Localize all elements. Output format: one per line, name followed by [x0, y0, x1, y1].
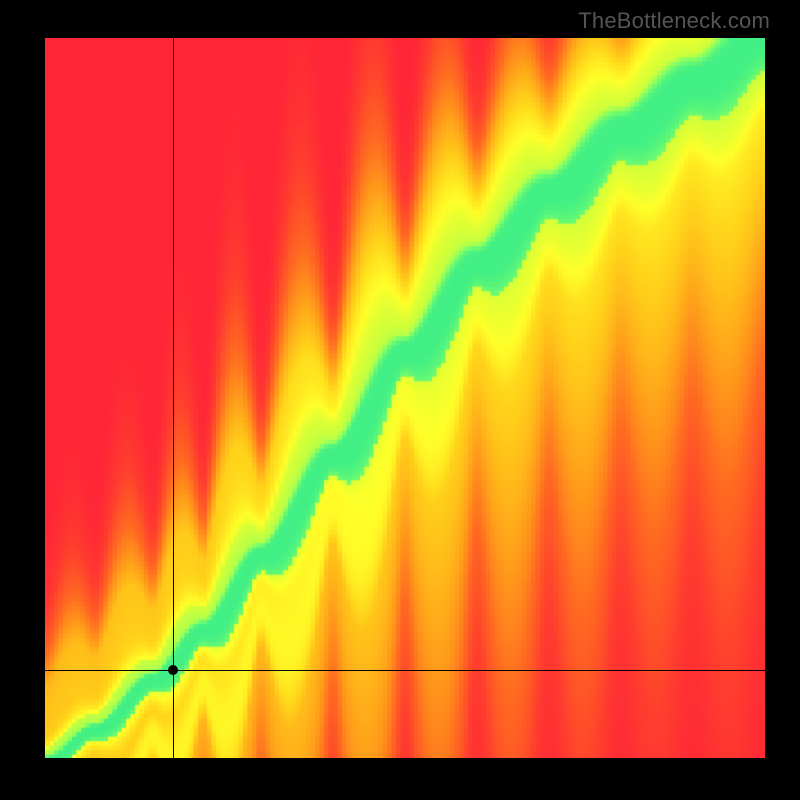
bottleneck-heatmap [45, 38, 765, 758]
watermark-text: TheBottleneck.com [578, 8, 770, 34]
crosshair-horizontal [45, 670, 765, 671]
crosshair-vertical [173, 38, 174, 758]
